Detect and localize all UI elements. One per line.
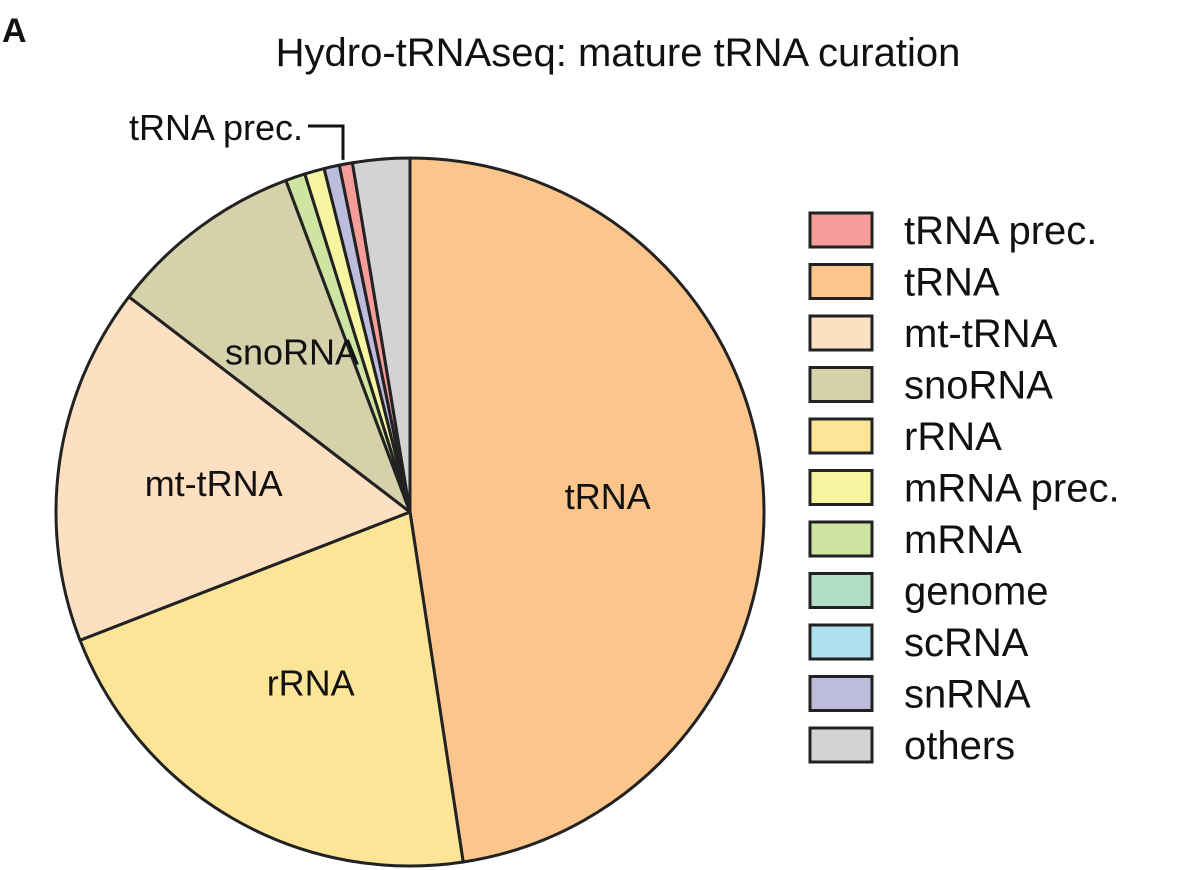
legend-swatch-trna: [808, 263, 874, 300]
legend-label-mrna-prec: mRNA prec.: [904, 467, 1120, 511]
pie-slice-others: [350, 156, 412, 514]
pie-slice-mt-trna: [54, 295, 412, 642]
legend-swatch-genome: [808, 572, 874, 609]
slice-label-mt-trna: mt-tRNA: [145, 463, 283, 504]
legend-label-snrna: snRNA: [904, 673, 1031, 717]
legend-swatch-scrna: [808, 623, 874, 661]
legend-swatch-mt-trna: [808, 314, 874, 352]
legend-label-rrna: rRNA: [904, 415, 1002, 459]
pie-slice-rrna: [78, 510, 465, 868]
legend-label-scrna: scRNA: [904, 621, 1029, 665]
panel-label: A: [2, 12, 27, 50]
legend-label-mt-trna: mt-tRNA: [904, 312, 1058, 356]
slice-label-snorna: snoRNA: [225, 332, 359, 373]
pie-slice-snorna: [127, 178, 412, 514]
legend: tRNA prec. tRNA mt-tRNA snoRNA rRNA mRNA prec…: [808, 209, 1120, 768]
legend-label-mrna: mRNA: [904, 518, 1022, 562]
callout: tRNA prec.: [129, 107, 345, 160]
callout-label: tRNA prec.: [129, 107, 303, 148]
legend-swatch-snrna: [808, 675, 874, 712]
legend-swatch-mrna: [808, 520, 874, 558]
legend-swatch-trna-prec: [808, 211, 874, 249]
pie-slices: [54, 156, 766, 868]
legend-swatch-rrna: [808, 417, 874, 455]
callout-leader-line: [308, 124, 345, 160]
pie-slice-labels: tRNA rRNA mt-tRNA snoRNA: [145, 332, 651, 704]
legend-swatch-snorna: [808, 366, 874, 403]
legend-label-others: others: [904, 724, 1015, 768]
legend-label-trna: tRNA: [904, 261, 1000, 305]
slice-label-trna: tRNA: [565, 476, 651, 517]
legend-swatch-others: [808, 726, 874, 764]
slice-label-rrna: rRNA: [267, 663, 355, 704]
chart-title: Hydro-tRNAseq: mature tRNA curation: [276, 31, 961, 75]
legend-swatch-mrna-prec: [808, 469, 874, 506]
legend-label-snorna: snoRNA: [904, 364, 1053, 408]
legend-label-trna-prec: tRNA prec.: [904, 209, 1097, 253]
legend-label-genome: genome: [904, 570, 1049, 614]
pie-slice-trna: [408, 156, 766, 864]
